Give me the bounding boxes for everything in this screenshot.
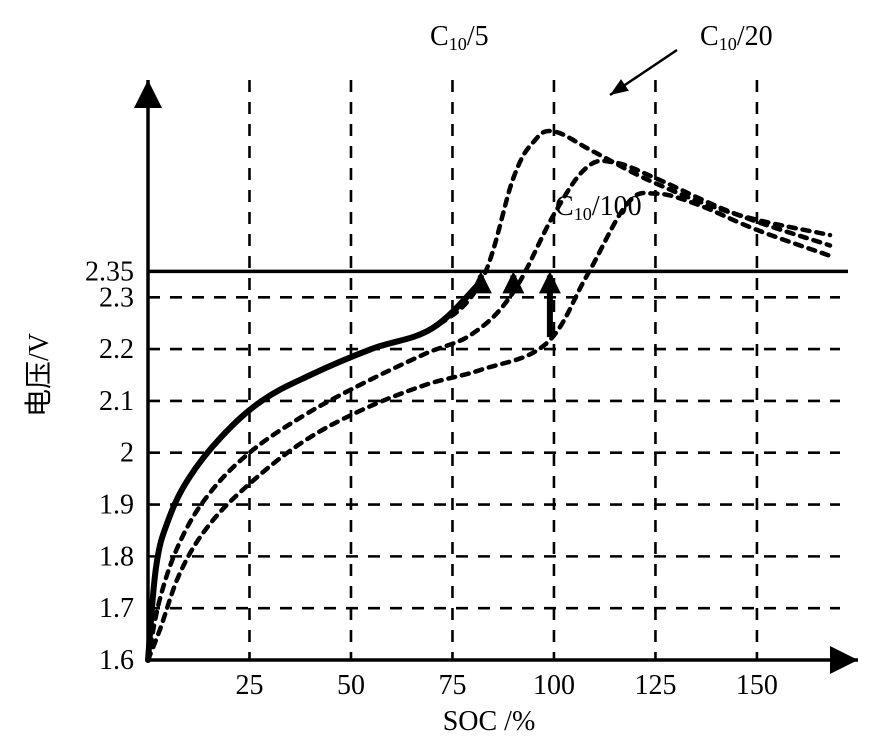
annotation-label: C10/20 [700, 21, 773, 54]
chart-bg [0, 0, 870, 743]
annotation-label: C10/100 [555, 191, 642, 224]
y-tick-label: 1.9 [99, 490, 134, 521]
x-tick-label: 50 [337, 670, 365, 701]
x-tick-label: 100 [533, 670, 575, 701]
y-tick-label: 1.8 [99, 541, 134, 572]
y-tick-label: 2.2 [99, 334, 134, 365]
y-tick-label: 2.35 [85, 256, 134, 287]
y-axis-label: 电压/V [23, 333, 55, 417]
y-tick-label: 1.6 [99, 645, 134, 676]
y-tick-label: 2 [120, 438, 134, 469]
y-tick-label: 2.1 [99, 386, 134, 417]
x-tick-label: 150 [736, 670, 778, 701]
y-tick-label: 1.7 [99, 593, 134, 624]
x-tick-label: 25 [235, 670, 263, 701]
x-axis-label: SOC /% [443, 706, 536, 737]
x-tick-label: 125 [634, 670, 676, 701]
x-tick-label: 75 [438, 670, 466, 701]
